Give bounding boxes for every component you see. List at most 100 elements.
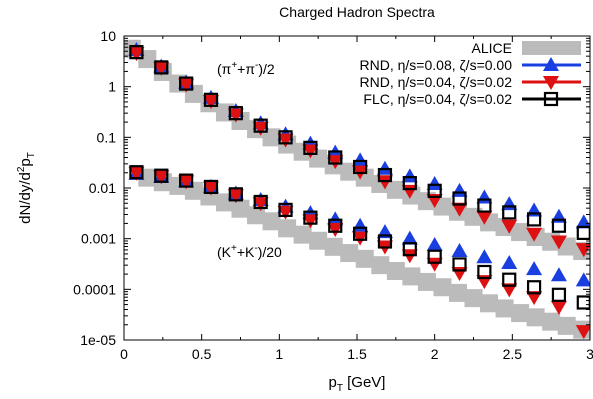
data-point (293, 225, 312, 244)
data-point (511, 223, 530, 242)
data-point (227, 189, 244, 204)
data-point (576, 225, 590, 240)
data-point (352, 231, 369, 246)
data-point (402, 242, 417, 257)
data-point (526, 291, 543, 306)
data-point (542, 312, 561, 331)
data-point (353, 159, 368, 175)
data-point (203, 179, 219, 195)
data-point (179, 173, 194, 188)
data-point (179, 76, 194, 91)
data-point (178, 78, 195, 93)
data-point (526, 212, 542, 227)
data-point (202, 181, 219, 196)
data-point (252, 121, 269, 136)
data-point (575, 325, 590, 340)
data-point (262, 128, 281, 147)
data-point (352, 152, 369, 167)
data-point (277, 205, 294, 220)
y-axis-label: dN/dy/d2pT (16, 152, 37, 224)
data-point (377, 167, 393, 183)
y-tick-label: 0.0001 (73, 281, 116, 297)
series-3 (129, 45, 590, 310)
data-point (526, 227, 543, 242)
data-point (328, 150, 343, 165)
data-point (154, 60, 169, 75)
data-point (511, 304, 530, 323)
data-point (328, 218, 343, 233)
data-point (227, 108, 244, 123)
data-point (427, 183, 442, 198)
data-point (386, 180, 405, 199)
x-tick-label: 2 (431, 346, 439, 362)
data-point (480, 294, 499, 313)
data-point (476, 249, 493, 264)
data-point (302, 214, 319, 229)
data-point (228, 187, 243, 202)
data-point (502, 272, 517, 287)
data-point (277, 133, 294, 148)
legend-label: FLC, η/s=0.04, ζ/s=0.02 (363, 91, 512, 107)
data-point (417, 272, 436, 291)
data-point (495, 299, 514, 318)
data-point (550, 235, 567, 250)
data-point (376, 175, 393, 190)
data-point (353, 226, 368, 241)
data-point (324, 237, 343, 256)
data-point (557, 316, 576, 335)
data-point (371, 256, 390, 275)
data-point (426, 236, 443, 251)
y-tick-label: 10 (100, 28, 116, 44)
x-tick-label: 0 (120, 346, 128, 362)
data-point (278, 219, 297, 238)
data-point (501, 255, 518, 270)
x-tick-label: 1.5 (347, 346, 367, 362)
x-axis-label: pT [GeV] (329, 374, 386, 394)
y-tick-label: 1e-05 (80, 332, 116, 348)
data-point (426, 257, 443, 272)
data-point (501, 219, 518, 234)
data-point (309, 231, 328, 250)
y-tick-label: 0.001 (81, 231, 116, 247)
x-tick-label: 3 (586, 346, 593, 362)
data-point (202, 95, 219, 110)
data-point (327, 155, 344, 170)
data-point (153, 61, 170, 76)
data-point (501, 283, 518, 298)
data-point (550, 267, 567, 282)
legend-swatch-marker (543, 57, 559, 71)
data-point (327, 211, 344, 226)
data-point (129, 45, 144, 60)
data-point (477, 198, 492, 213)
y-tick-label: 0.1 (97, 129, 117, 145)
data-point (253, 194, 268, 210)
legend-label: RND, η/s=0.04, ζ/s=0.02 (360, 74, 513, 90)
data-point (427, 249, 442, 264)
data-point (303, 210, 318, 225)
data-point (551, 287, 567, 302)
legend-swatch-marker (543, 91, 559, 107)
data-point (451, 202, 468, 217)
data-point (386, 262, 405, 281)
legend-swatch-marker (543, 76, 559, 90)
data-point (452, 191, 467, 206)
data-point (303, 140, 318, 155)
data-point (128, 166, 145, 181)
data-point (154, 168, 169, 183)
data-point (340, 244, 359, 263)
data-point (327, 223, 344, 238)
y-tick-label: 1 (108, 79, 116, 95)
data-point (576, 295, 590, 310)
data-point (262, 212, 281, 231)
data-point (575, 272, 590, 287)
data-point (452, 257, 467, 272)
data-point (129, 165, 144, 180)
data-point (451, 243, 468, 258)
data-point (526, 308, 545, 327)
data-point (426, 175, 443, 190)
data-point (575, 214, 590, 229)
data-point (377, 234, 393, 249)
legend-label: ALICE (472, 40, 512, 56)
data-point (228, 106, 243, 121)
